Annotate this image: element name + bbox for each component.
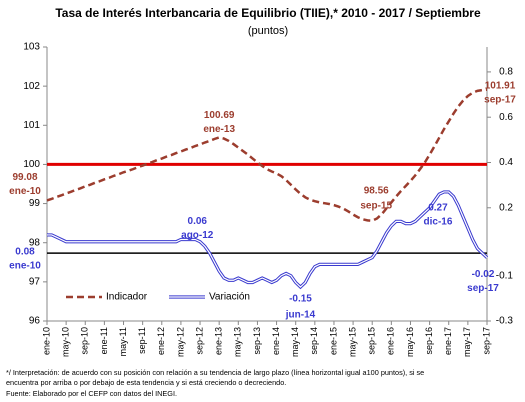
- x-tick-label: ene-11: [99, 327, 109, 354]
- x-tick-label: may-13: [233, 327, 243, 357]
- y-tick-label: 97: [29, 276, 41, 287]
- x-tick-label: may-11: [118, 327, 128, 356]
- x-tick-label: ene-14: [271, 327, 281, 355]
- series-line-inner: [47, 191, 488, 288]
- y-tick-label: 100: [23, 159, 40, 170]
- x-tick-label: sep-17: [481, 327, 491, 355]
- y-tick-label: 99: [29, 198, 41, 209]
- legend-label: Variación: [209, 292, 250, 303]
- x-tick-label: ene-13: [214, 327, 224, 355]
- footnote: Fuente: Elaborado por el CEFP con datos …: [6, 389, 177, 398]
- y2-tick-label: -0.1: [496, 270, 514, 281]
- footnote: */ Interpretación: de acuerdo con su pos…: [6, 368, 424, 377]
- series-line: [47, 190, 489, 290]
- chart-subtitle: (puntos): [248, 25, 288, 37]
- data-label-date: sep-17: [484, 94, 516, 105]
- data-label: 98.56: [364, 185, 389, 196]
- data-label-date: ene-10: [9, 261, 41, 272]
- x-tick-label: may-17: [462, 327, 472, 357]
- x-tick-label: may-15: [347, 327, 357, 357]
- chart-title: Tasa de Interés Interbancaria de Equilib…: [55, 6, 481, 20]
- x-tick-label: sep-12: [194, 327, 204, 355]
- x-tick-label: may-16: [405, 327, 415, 357]
- data-label-date: dic-16: [424, 217, 453, 228]
- data-label: 99.08: [12, 172, 37, 183]
- y-tick-label: 102: [23, 81, 40, 92]
- data-label: 0.06: [188, 216, 208, 227]
- y-tick-label: 101: [23, 120, 40, 131]
- x-tick-label: sep-10: [80, 327, 90, 355]
- x-tick-label: ene-16: [386, 327, 396, 355]
- data-label: -0.15: [289, 294, 312, 305]
- legend-label: Indicador: [106, 292, 148, 303]
- x-tick-label: sep-14: [309, 327, 319, 355]
- y-tick-label: 98: [29, 237, 41, 248]
- data-label: 101.91: [485, 80, 516, 91]
- x-tick-label: may-12: [175, 327, 185, 357]
- data-label-date: ene-10: [9, 186, 41, 197]
- data-label: 0.27: [428, 203, 448, 214]
- x-tick-label: ene-15: [328, 327, 338, 355]
- data-label: 0.08: [15, 247, 35, 258]
- y2-tick-label: 0.4: [499, 157, 513, 168]
- y2-tick-label: 0.2: [499, 202, 513, 213]
- footnote: encuentra por arriba o por debajo de est…: [6, 378, 286, 387]
- data-label-date: sep-17: [467, 283, 499, 294]
- data-label: 100.69: [204, 110, 235, 121]
- x-tick-label: may-10: [61, 327, 71, 357]
- y-tick-label: 103: [23, 42, 40, 53]
- data-label-date: ago-12: [181, 230, 214, 241]
- x-tick-label: sep-11: [137, 327, 147, 354]
- data-label-date: ene-13: [203, 124, 235, 135]
- y2-tick-label: 0.8: [499, 67, 513, 78]
- x-tick-label: sep-13: [252, 327, 262, 355]
- x-tick-label: sep-15: [367, 327, 377, 355]
- data-label: -0.02: [472, 269, 495, 280]
- data-label-date: sep-15: [360, 200, 392, 211]
- x-tick-label: sep-16: [424, 327, 434, 355]
- x-tick-label: ene-10: [41, 327, 51, 355]
- x-tick-label: may-14: [290, 327, 300, 357]
- x-tick-label: ene-12: [156, 327, 166, 355]
- data-label-date: jun-14: [285, 310, 316, 321]
- y-tick-label: 96: [29, 316, 41, 327]
- y2-tick-label: 0.6: [499, 112, 513, 123]
- y2-tick-label: -0.3: [496, 316, 514, 327]
- x-tick-label: ene-17: [443, 327, 453, 355]
- series-line: [46, 88, 488, 223]
